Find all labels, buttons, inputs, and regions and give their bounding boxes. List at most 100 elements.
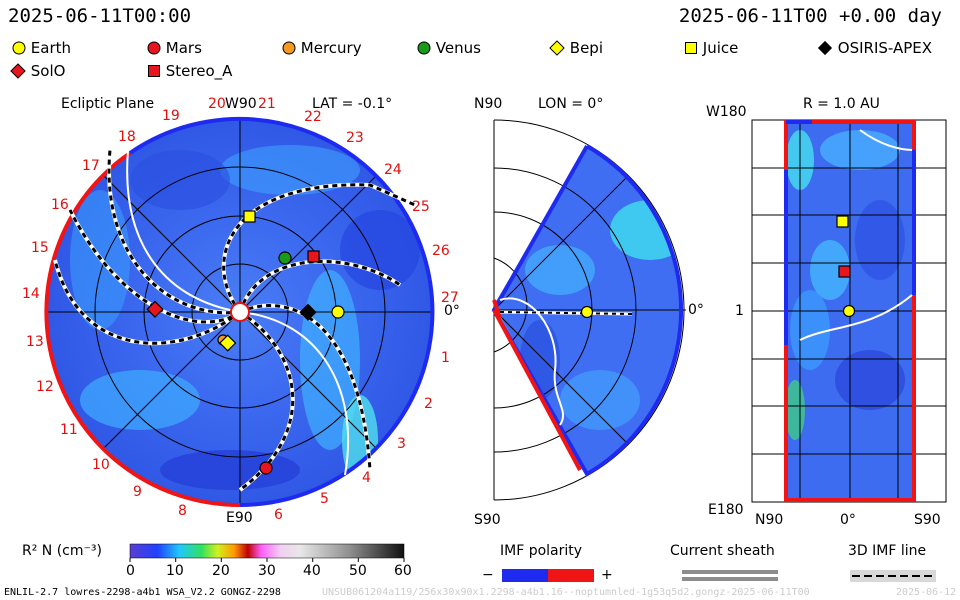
legend-item-solo: SolO xyxy=(10,62,65,80)
rotation-label: 18 xyxy=(118,129,136,145)
colorbar-tick: 60 xyxy=(394,563,412,579)
earth-marker-meridional xyxy=(580,305,594,319)
rotation-label: 12 xyxy=(36,379,54,395)
imf-neg-swatch xyxy=(502,569,548,582)
colorbar-tick: 40 xyxy=(303,563,321,579)
sun-marker xyxy=(230,302,250,322)
meridional-right-label: 0° xyxy=(688,302,704,318)
red-diamond-icon xyxy=(10,63,26,79)
colorbar-tick: 50 xyxy=(349,563,367,579)
rotation-label: 8 xyxy=(178,503,187,519)
osiris-apex-marker xyxy=(299,303,317,321)
rotation-label: 16 xyxy=(51,197,69,213)
legend-item-osiris-apex: OSIRIS-APEX xyxy=(817,39,932,57)
juice-marker xyxy=(243,210,256,223)
earth-marker xyxy=(331,305,345,319)
green-circle-icon xyxy=(417,41,431,55)
rotation-label: 26 xyxy=(432,243,450,259)
imf-polarity-title: IMF polarity xyxy=(500,543,583,559)
rotation-label: 9 xyxy=(133,484,142,500)
datetime-right: 2025-06-11T00 +0.00 day xyxy=(678,5,942,27)
spherical-panel xyxy=(751,119,947,503)
meridional-top-label: N90 xyxy=(474,96,503,112)
spherical-x-left: N90 xyxy=(755,512,784,528)
colorbar-tick: 20 xyxy=(212,563,230,579)
spherical-y-top: W180 xyxy=(706,104,747,120)
black-diamond-icon xyxy=(817,40,833,56)
red-circle-icon xyxy=(147,41,161,55)
rotation-label: 10 xyxy=(92,457,110,473)
colorbar xyxy=(129,543,405,562)
stereo-a-marker xyxy=(307,250,320,263)
yellow-square-icon xyxy=(685,42,697,54)
spherical-y-bottom: E180 xyxy=(708,502,744,518)
ecliptic-bottom-label: E90 xyxy=(226,510,253,526)
ecliptic-title: Ecliptic Plane xyxy=(61,96,155,112)
ecliptic-bodies xyxy=(146,210,345,475)
legend-item-juice: Juice xyxy=(684,39,738,57)
model-info: ENLIL-2.7 lowres-2298-a4b1 WSA_V2.2 GONG… xyxy=(4,587,281,598)
orange-circle-icon xyxy=(282,41,296,55)
red-square-icon xyxy=(148,65,160,77)
rotation-label: 22 xyxy=(304,109,322,125)
run-id: UNSUB061204a119/256x30x90x1.2298-a4b1.16… xyxy=(322,587,810,598)
footer-date: 2025-06-12 xyxy=(896,587,957,598)
legend-item-earth: Earth xyxy=(12,39,71,57)
legend-item-venus: Venus xyxy=(417,39,481,57)
yellow-circle-icon xyxy=(12,41,26,55)
spherical-y-mid: 1 xyxy=(735,303,744,319)
datetime-left: 2025-06-11T00:00 xyxy=(8,5,192,27)
rotation-label: 25 xyxy=(412,199,430,215)
rotation-label: 20 xyxy=(208,96,226,112)
colorbar-tick: 30 xyxy=(258,563,276,579)
juice-marker-spherical xyxy=(836,215,849,228)
rotation-label: 23 xyxy=(346,130,364,146)
meridional-bottom-label: S90 xyxy=(474,512,501,528)
colorbar-tick: 10 xyxy=(166,563,184,579)
ecliptic-right-label: 0° xyxy=(444,303,460,319)
rotation-label: 21 xyxy=(258,96,276,112)
legend-item-bepi: Bepi xyxy=(549,39,603,57)
rotation-label: 6 xyxy=(274,507,283,523)
rotation-label: 27 xyxy=(441,290,459,306)
rotation-label: 2 xyxy=(424,396,433,412)
rotation-label: 13 xyxy=(26,334,44,350)
meridional-lon-label: LON = 0° xyxy=(538,96,604,112)
bepi-marker xyxy=(219,334,237,352)
current-sheath-lines xyxy=(126,149,350,476)
venus-marker xyxy=(278,251,292,265)
rotation-label: 4 xyxy=(362,470,371,486)
imf-pos-swatch xyxy=(548,569,594,582)
ecliptic-lat-label: LAT = -0.1° xyxy=(312,96,393,112)
rotation-label: 11 xyxy=(60,422,78,438)
rotation-label: 15 xyxy=(31,240,49,256)
imf-line-title: 3D IMF line xyxy=(848,543,927,559)
legend-item-mercury: Mercury xyxy=(282,39,362,57)
imf-minus-label: − xyxy=(482,567,494,583)
colorbar-label: R² N (cm⁻³) xyxy=(22,543,102,559)
rotation-label: 3 xyxy=(397,436,406,452)
rotation-label: 1 xyxy=(441,350,450,366)
polarity-ring-positive xyxy=(44,151,241,508)
imf-plus-label: + xyxy=(601,567,613,583)
mars-marker xyxy=(259,461,273,475)
solo-marker xyxy=(146,300,164,318)
rotation-label: 17 xyxy=(82,158,100,174)
earth-marker-spherical xyxy=(842,304,856,318)
spherical-x-right: S90 xyxy=(914,512,941,528)
spherical-title: R = 1.0 AU xyxy=(803,96,880,112)
ecliptic-panel xyxy=(44,117,435,508)
rotation-label: 14 xyxy=(22,286,40,302)
legend-item-stereo-a: Stereo_A xyxy=(147,62,232,80)
stereo-a-marker-spherical xyxy=(838,265,851,278)
rotation-label: 5 xyxy=(320,491,329,507)
spherical-x-mid: 0° xyxy=(840,512,856,528)
meridional-panel xyxy=(491,119,686,501)
current-sheath-title: Current sheath xyxy=(670,543,775,559)
imfline-swatch xyxy=(850,570,936,582)
ecliptic-top-label: W90 xyxy=(225,96,257,112)
rotation-label: 24 xyxy=(384,162,402,178)
imf-spirals xyxy=(53,149,416,492)
legend-item-mars: Mars xyxy=(147,39,202,57)
